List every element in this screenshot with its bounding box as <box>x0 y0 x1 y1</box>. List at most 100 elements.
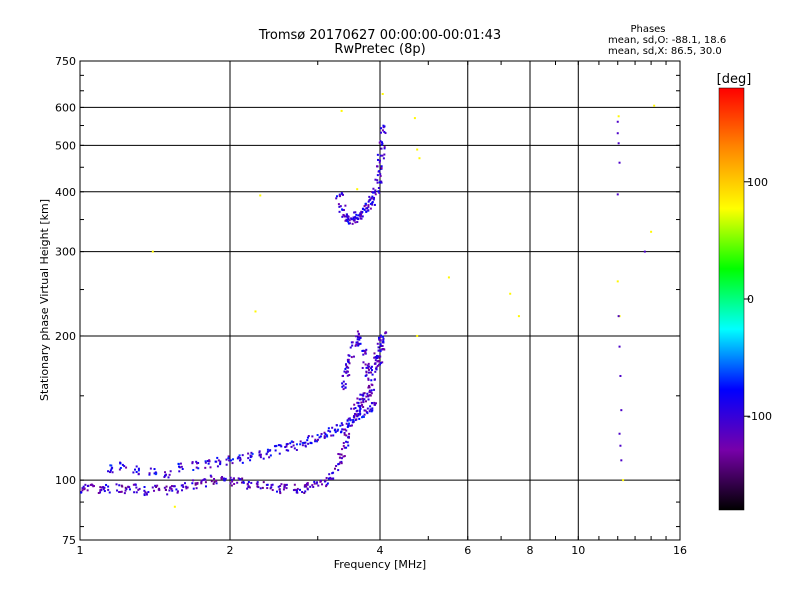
data-point <box>237 455 240 458</box>
data-point <box>340 422 343 425</box>
data-point <box>241 454 244 457</box>
data-point <box>214 460 217 463</box>
data-point <box>327 427 330 430</box>
data-point <box>373 388 376 391</box>
data-point <box>372 187 375 190</box>
data-point <box>229 476 232 479</box>
data-point <box>279 444 282 447</box>
data-point <box>266 450 269 453</box>
data-point <box>358 338 361 341</box>
data-point <box>360 210 363 213</box>
data-point <box>359 407 362 410</box>
data-point <box>219 460 222 463</box>
data-point <box>266 448 269 451</box>
data-point <box>330 434 333 437</box>
data-point <box>618 345 621 348</box>
data-point <box>143 486 146 489</box>
data-point <box>247 457 250 460</box>
data-point <box>354 344 357 347</box>
data-point <box>101 486 104 489</box>
x-tick-label: 2 <box>227 544 234 557</box>
data-point <box>200 481 203 484</box>
data-point <box>365 395 368 398</box>
data-point <box>363 413 366 416</box>
data-point <box>356 217 359 220</box>
data-point <box>367 367 370 370</box>
data-point <box>338 205 341 208</box>
data-point <box>345 213 348 216</box>
data-point <box>247 485 250 488</box>
data-point <box>107 470 110 473</box>
data-point <box>292 441 295 444</box>
data-point <box>156 484 159 487</box>
data-point <box>304 444 307 447</box>
data-point <box>369 405 372 408</box>
data-point <box>341 428 344 431</box>
data-point <box>275 490 278 493</box>
data-point <box>371 407 374 410</box>
data-point <box>295 448 298 451</box>
data-point <box>179 462 182 465</box>
data-point <box>373 196 376 199</box>
data-point <box>378 191 381 194</box>
chart-subtitle: RwPretec (8p) <box>334 42 425 57</box>
data-point <box>368 410 371 413</box>
data-point <box>355 414 358 417</box>
data-point <box>368 195 371 198</box>
data-point <box>293 447 296 450</box>
data-point <box>355 213 358 216</box>
data-point <box>361 397 364 400</box>
data-point <box>311 435 314 438</box>
data-point <box>228 459 231 462</box>
data-point <box>164 474 167 477</box>
data-point <box>299 440 302 443</box>
data-point <box>619 444 622 447</box>
data-point <box>357 344 360 347</box>
data-point <box>416 148 419 151</box>
data-point <box>368 389 371 392</box>
data-point <box>262 481 265 484</box>
data-point <box>197 461 200 464</box>
data-point <box>186 486 189 489</box>
data-point <box>285 487 288 490</box>
data-point <box>344 367 347 370</box>
data-point <box>239 456 242 459</box>
data-point <box>379 334 382 337</box>
data-point <box>314 440 317 443</box>
data-point <box>256 485 259 488</box>
data-point <box>181 484 184 487</box>
data-point <box>296 487 299 490</box>
data-point <box>447 276 450 279</box>
data-point <box>163 475 166 478</box>
data-point <box>356 336 359 339</box>
data-point <box>374 359 377 362</box>
data-point <box>383 125 386 128</box>
data-point <box>99 486 102 489</box>
data-point <box>338 462 341 465</box>
data-point <box>192 468 195 471</box>
data-point <box>351 222 354 225</box>
data-point <box>105 483 108 486</box>
data-point <box>311 484 314 487</box>
data-point <box>119 490 122 493</box>
data-point <box>348 374 351 377</box>
data-point <box>170 485 173 488</box>
y-axis-ticks: 75 100 200 300 400 500 600 750 <box>55 55 680 547</box>
data-point <box>344 371 347 374</box>
data-point <box>231 462 234 465</box>
data-point <box>379 343 382 346</box>
data-point <box>148 472 151 475</box>
data-point <box>364 363 367 366</box>
data-point <box>123 465 126 468</box>
data-point <box>268 456 271 459</box>
data-point <box>357 401 360 404</box>
data-point <box>338 194 341 197</box>
data-point <box>367 209 370 212</box>
data-point <box>379 363 382 366</box>
data-point <box>259 456 262 459</box>
data-point <box>178 470 181 473</box>
data-point <box>306 488 309 491</box>
data-point <box>103 486 106 489</box>
data-point <box>185 485 188 488</box>
data-point <box>339 461 342 464</box>
